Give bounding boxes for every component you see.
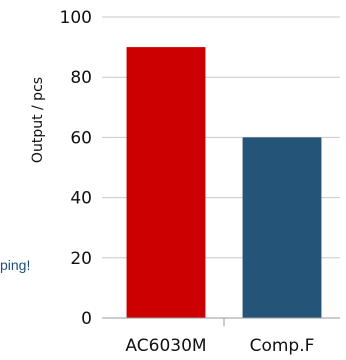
bar-comp-f: [242, 137, 322, 318]
side-note: ping!: [0, 257, 31, 273]
x-category-label: Comp.F: [250, 336, 315, 356]
y-tick-label: 60: [70, 128, 92, 148]
y-tick-label: 80: [70, 68, 92, 88]
bars: [126, 47, 322, 318]
y-tick-label: 100: [60, 8, 92, 28]
x-category-labels: AC6030M Comp.F: [125, 318, 314, 356]
y-tick-labels: 0 20 40 60 80 100: [60, 8, 92, 329]
bar-ac6030m: [126, 47, 206, 318]
y-axis-label: Output / pcs: [30, 77, 46, 163]
y-tick-label: 40: [70, 189, 92, 209]
y-tick-label: 0: [81, 309, 92, 329]
y-tick-label: 20: [70, 249, 92, 269]
x-category-label: AC6030M: [125, 336, 206, 356]
